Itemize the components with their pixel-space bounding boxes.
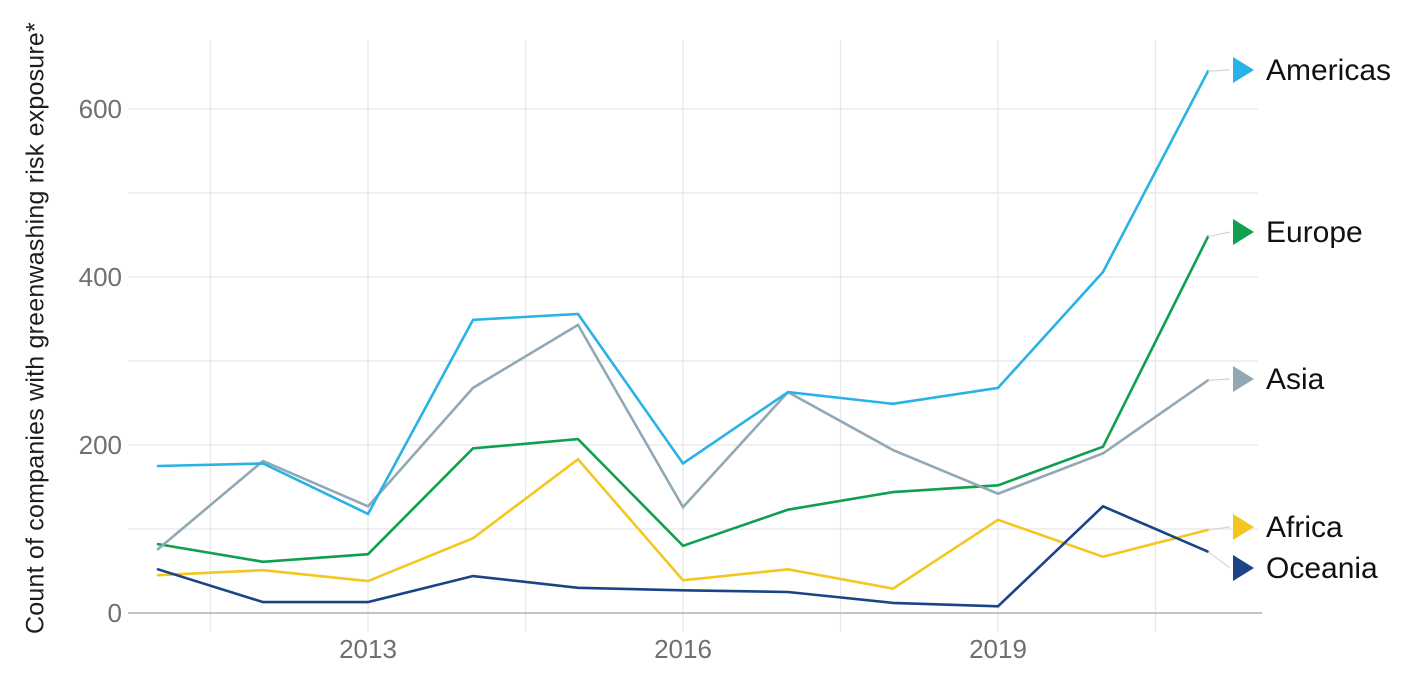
legend-label-americas: Americas <box>1266 54 1391 87</box>
x-axis-tick-label: 2013 <box>339 634 397 664</box>
series-line-africa <box>156 457 1210 591</box>
legend-leader-line-europe <box>1207 231 1231 238</box>
y-axis-tick-label: 0 <box>108 598 122 628</box>
legend-label-europe: Europe <box>1266 216 1363 249</box>
y-axis-tick-label: 600 <box>79 94 122 124</box>
legend-leader-line-asia <box>1207 378 1231 381</box>
y-axis-title: Count of companies with greenwashing ris… <box>21 22 50 634</box>
series-line-asia <box>156 323 1210 551</box>
x-axis-tick-label: 2016 <box>654 634 712 664</box>
legend-label-africa: Africa <box>1266 511 1343 544</box>
y-axis-tick-label: 400 <box>79 262 122 292</box>
legend-label-asia: Asia <box>1266 363 1325 396</box>
legend-arrow-icon-africa <box>1233 514 1254 540</box>
legend-leader-line-africa <box>1207 526 1231 531</box>
legend-arrow-icon-asia <box>1233 366 1254 392</box>
legend-arrow-icon-europe <box>1233 219 1254 245</box>
legend-leader-line-americas <box>1207 69 1231 72</box>
legend-arrow-icon-americas <box>1233 57 1254 83</box>
legend-leader-line-oceania <box>1207 551 1231 569</box>
x-axis-tick-label: 2019 <box>969 634 1027 664</box>
series-line-americas <box>156 69 1210 516</box>
series-line-oceania <box>156 504 1210 608</box>
legend-arrow-icon-oceania <box>1233 555 1254 581</box>
y-axis-tick-label: 200 <box>79 430 122 460</box>
series-line-europe <box>156 235 1210 564</box>
legend-label-oceania: Oceania <box>1266 552 1378 585</box>
